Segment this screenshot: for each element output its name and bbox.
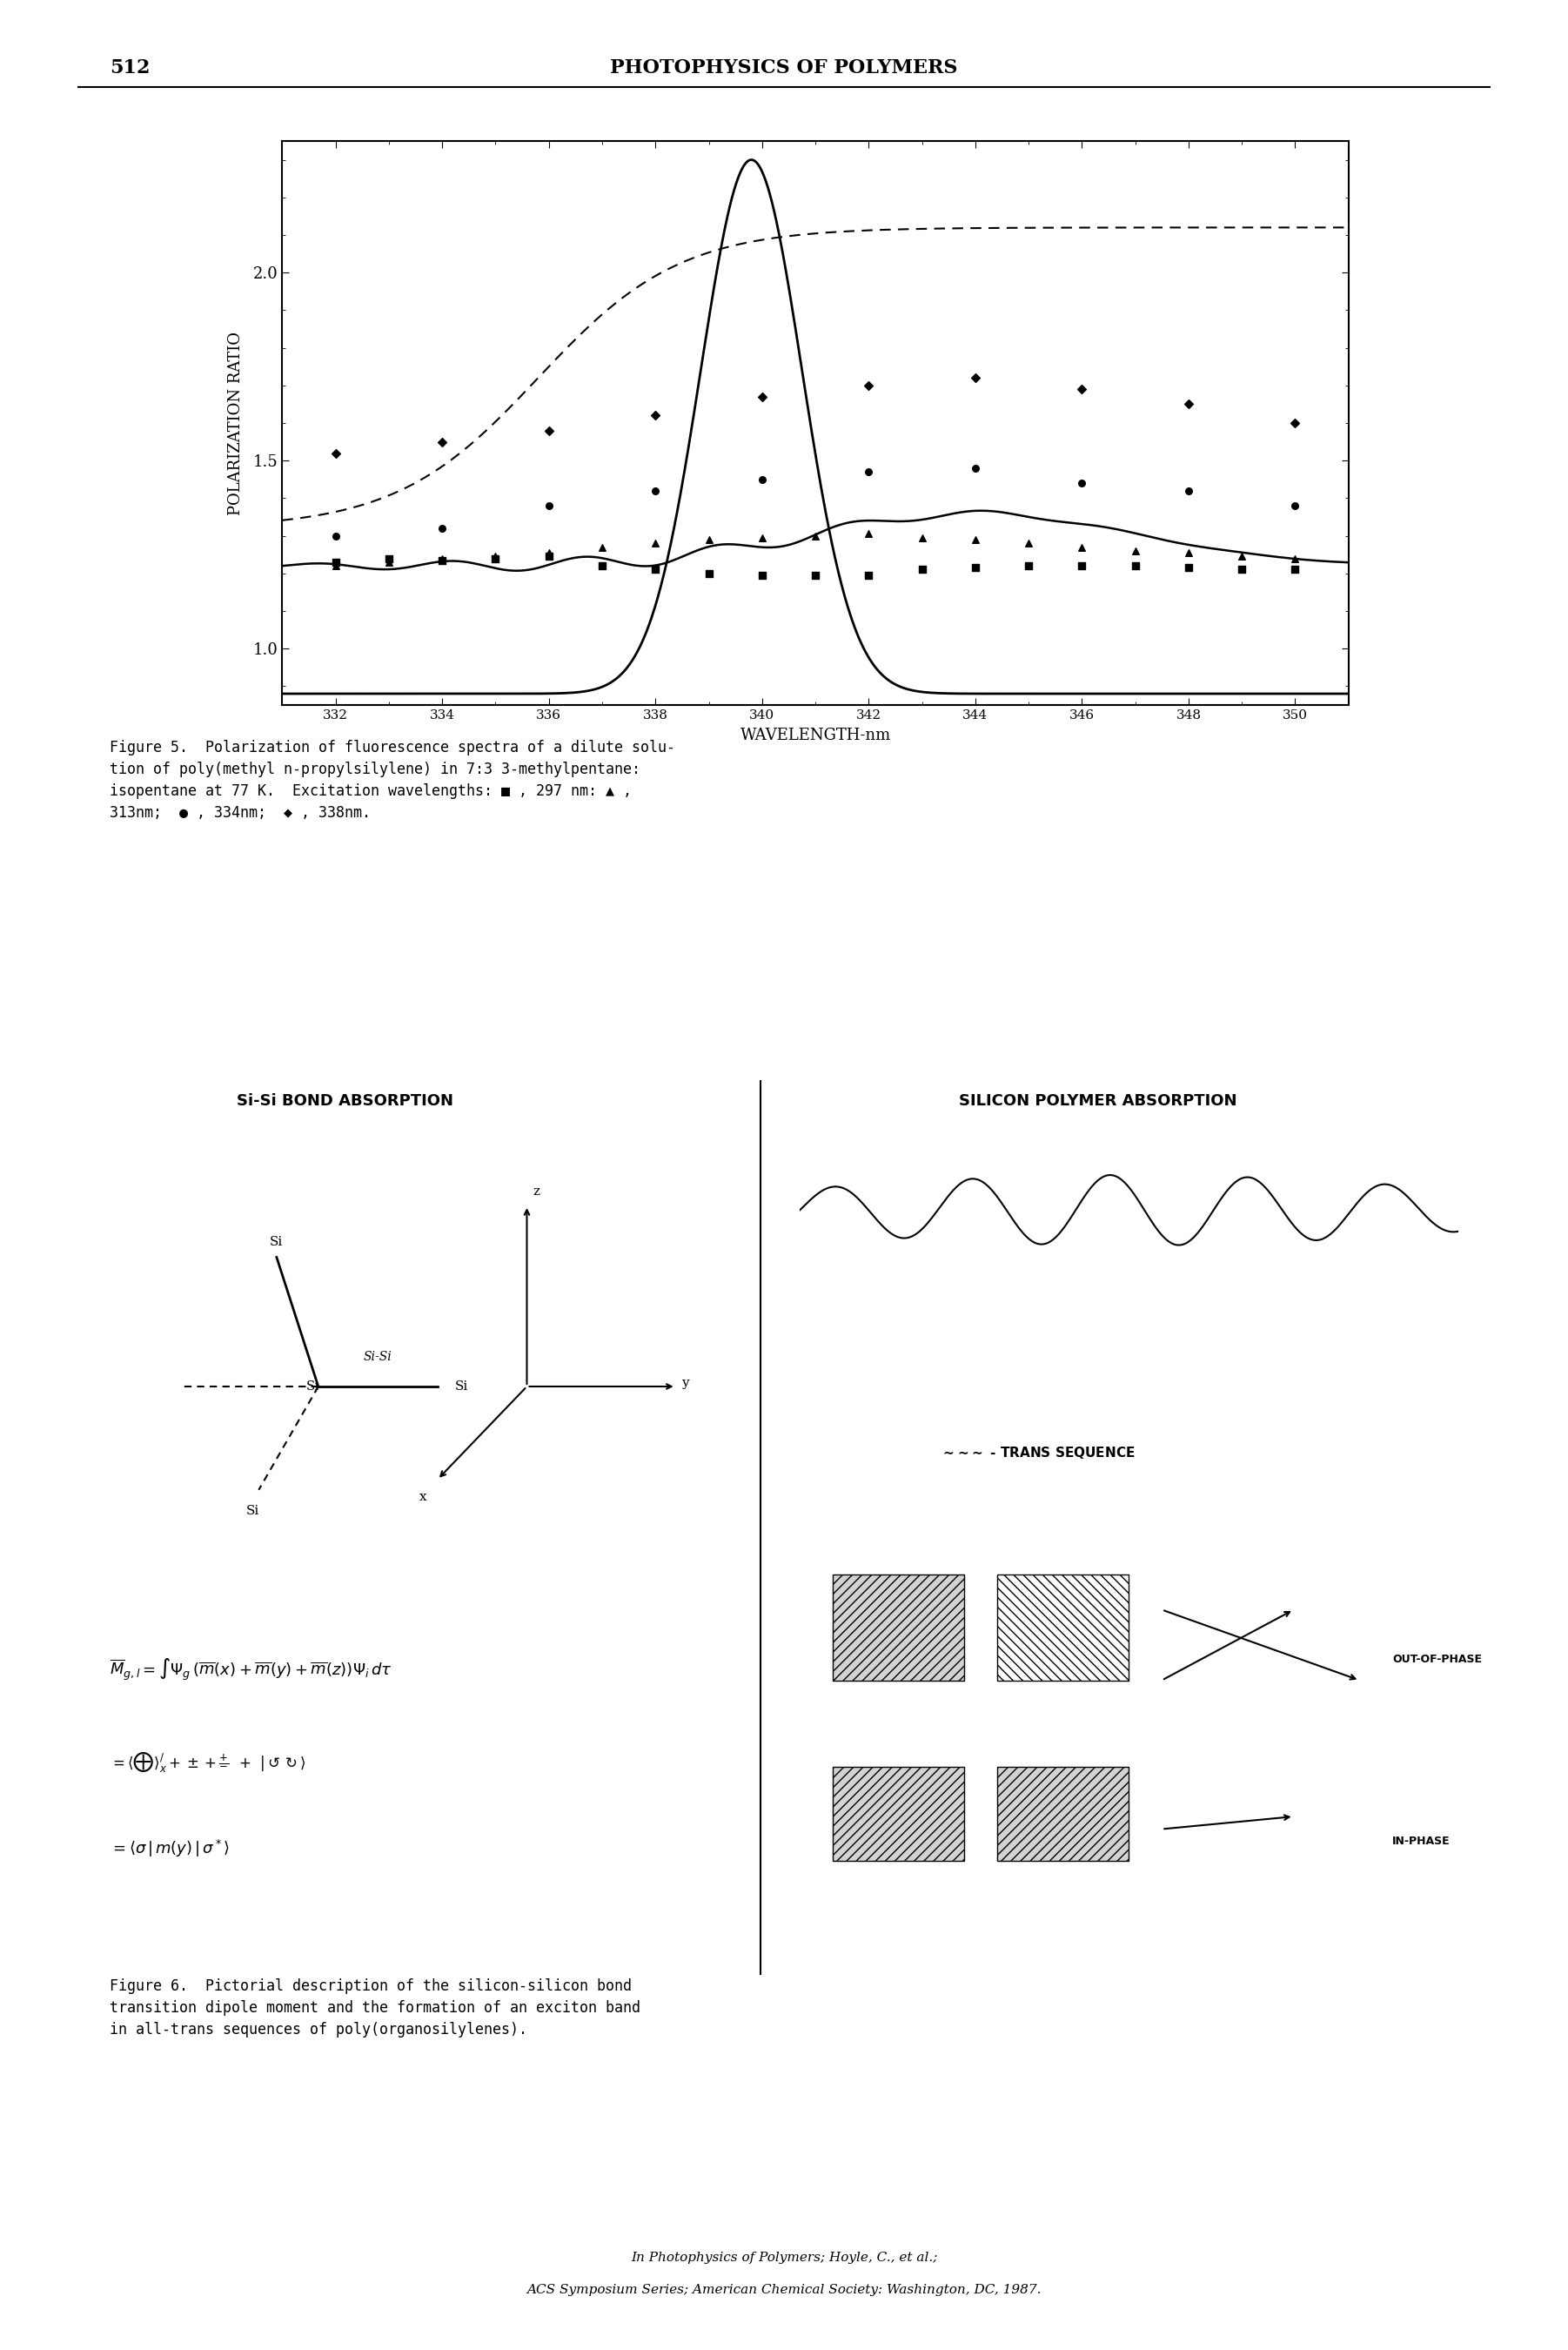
Point: [1123, 548, 1148, 585]
Text: $=\langle\sigma\,|\,m(y)\,|\,\sigma^*\rangle$: $=\langle\sigma\,|\,m(y)\,|\,\sigma^*\ra…: [110, 1838, 230, 1859]
X-axis label: WAVELENGTH-nm: WAVELENGTH-nm: [740, 728, 891, 743]
Y-axis label: POLARIZATION RATIO: POLARIZATION RATIO: [227, 331, 243, 515]
Point: [750, 557, 775, 595]
Point: [643, 524, 668, 562]
Text: IN-PHASE: IN-PHASE: [1392, 1835, 1450, 1847]
Point: [1176, 533, 1201, 571]
Point: [1069, 548, 1094, 585]
Text: Si-Si BOND ABSORPTION: Si-Si BOND ABSORPTION: [237, 1093, 453, 1109]
Point: [430, 423, 455, 461]
Text: Si: Si: [306, 1379, 318, 1394]
Point: [1176, 472, 1201, 510]
Point: [856, 557, 881, 595]
Point: [1176, 385, 1201, 423]
Text: Si: Si: [246, 1504, 259, 1516]
Bar: [997, 1574, 1129, 1680]
Point: [1016, 548, 1041, 585]
Point: [643, 550, 668, 588]
Point: [1229, 550, 1254, 588]
Bar: [833, 1767, 964, 1861]
Point: [1283, 404, 1308, 442]
Point: [909, 550, 935, 588]
Bar: [833, 1574, 964, 1680]
Text: 512: 512: [110, 59, 151, 78]
Point: [963, 550, 988, 588]
Point: [323, 435, 348, 472]
Point: [430, 540, 455, 578]
Point: [963, 360, 988, 397]
Point: [750, 378, 775, 416]
Text: z: z: [533, 1187, 539, 1198]
Point: [750, 519, 775, 557]
Point: [856, 367, 881, 404]
Point: [696, 522, 721, 559]
Point: [1283, 540, 1308, 578]
Point: [856, 454, 881, 491]
Text: Si: Si: [270, 1236, 284, 1248]
Point: [590, 529, 615, 566]
Point: [1229, 538, 1254, 576]
Point: [536, 533, 561, 571]
Text: $\mathbf{\sim\!\sim\!\sim}$ - TRANS SEQUENCE: $\mathbf{\sim\!\sim\!\sim}$ - TRANS SEQU…: [941, 1445, 1135, 1462]
Point: [1069, 371, 1094, 409]
Point: [536, 486, 561, 524]
Point: [430, 540, 455, 578]
Text: In Photophysics of Polymers; Hoyle, C., et al.;: In Photophysics of Polymers; Hoyle, C., …: [630, 2251, 938, 2263]
Text: Si-Si: Si-Si: [364, 1351, 392, 1363]
Point: [483, 538, 508, 576]
Point: [856, 515, 881, 552]
Point: [963, 449, 988, 486]
Text: PHOTOPHYSICS OF POLYMERS: PHOTOPHYSICS OF POLYMERS: [610, 59, 958, 78]
Text: Si: Si: [455, 1379, 467, 1394]
Text: ACS Symposium Series; American Chemical Society: Washington, DC, 1987.: ACS Symposium Series; American Chemical …: [527, 2284, 1041, 2296]
Point: [536, 411, 561, 449]
Point: [590, 548, 615, 585]
Point: [1283, 550, 1308, 588]
Point: [536, 538, 561, 576]
Point: [430, 510, 455, 548]
Point: [1069, 529, 1094, 566]
Point: [1016, 524, 1041, 562]
Point: [909, 519, 935, 557]
Point: [323, 548, 348, 585]
Point: [963, 522, 988, 559]
Point: [483, 540, 508, 578]
Point: [323, 517, 348, 555]
Point: [1069, 465, 1094, 503]
Point: [750, 461, 775, 498]
Text: SILICON POLYMER ABSORPTION: SILICON POLYMER ABSORPTION: [958, 1093, 1237, 1109]
Point: [376, 543, 401, 580]
Text: Figure 6.  Pictorial description of the silicon-silicon bond
transition dipole m: Figure 6. Pictorial description of the s…: [110, 1979, 641, 2037]
Point: [803, 557, 828, 595]
Point: [1176, 550, 1201, 588]
Point: [803, 517, 828, 555]
Point: [643, 397, 668, 435]
Point: [1283, 486, 1308, 524]
Point: [323, 543, 348, 580]
Text: $\overline{M}_{g,l}=\int\Psi_g\,(\overline{m}(x)+\overline{m}(y)+\overline{m}(z): $\overline{M}_{g,l}=\int\Psi_g\,(\overli…: [110, 1657, 392, 1683]
Bar: [997, 1767, 1129, 1861]
Point: [643, 472, 668, 510]
Point: [376, 540, 401, 578]
Text: Figure 5.  Polarization of fluorescence spectra of a dilute solu-
tion of poly(m: Figure 5. Polarization of fluorescence s…: [110, 740, 676, 820]
Text: y: y: [682, 1377, 690, 1389]
Text: OUT-OF-PHASE: OUT-OF-PHASE: [1392, 1654, 1482, 1664]
Text: x: x: [420, 1490, 426, 1504]
Point: [696, 555, 721, 592]
Point: [1123, 531, 1148, 569]
Text: $=\langle\bigoplus\rangle_x^/ + \pm + \frac{+}{-}$  +  $|\circlearrowleft\circle: $=\langle\bigoplus\rangle_x^/ + \pm + \f…: [110, 1751, 306, 1774]
